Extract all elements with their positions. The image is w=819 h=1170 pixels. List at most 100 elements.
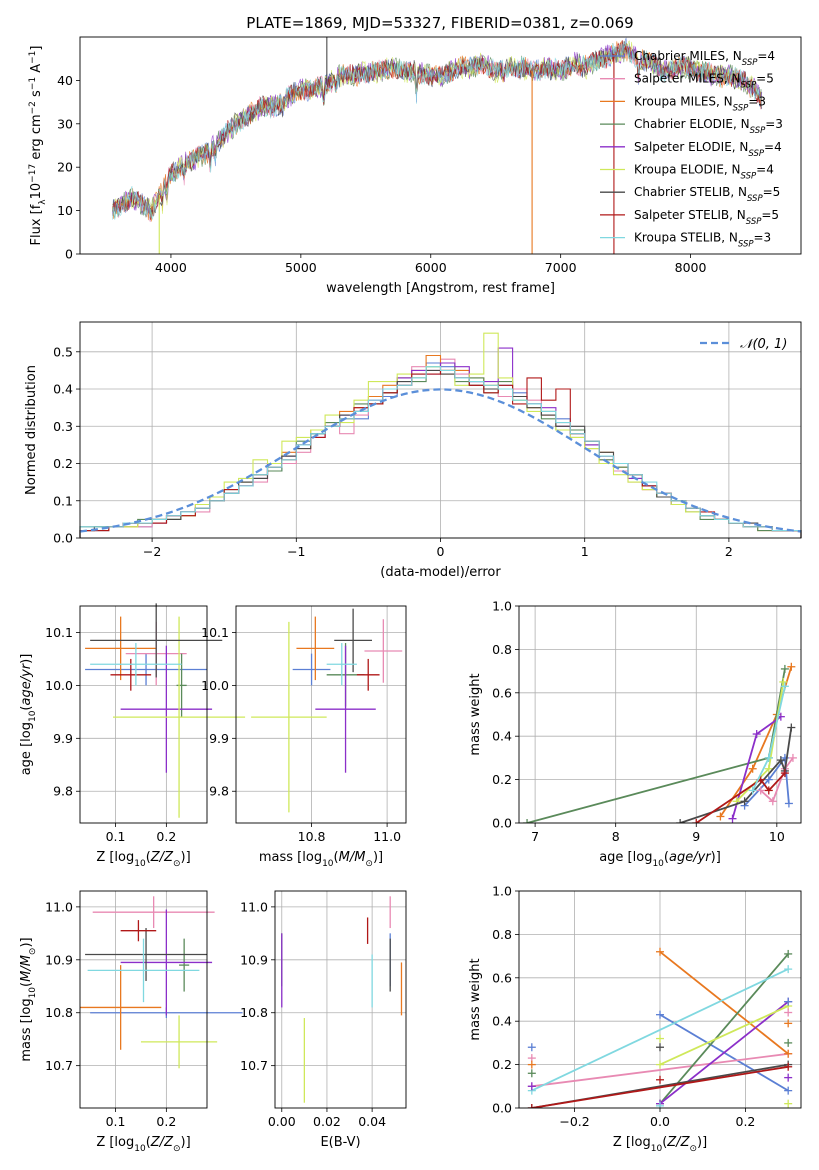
y-tick-label: 0.8 <box>492 927 512 942</box>
weight-line-kroupa_stelib <box>531 968 789 1092</box>
spectrum-kroupa_stelib <box>112 42 763 221</box>
weight-line-chabrier_elodie <box>659 953 789 1105</box>
x-tick-label: 11.0 <box>373 829 401 844</box>
y-tick-label: 0.0 <box>53 531 73 546</box>
x-tick-label: 2 <box>725 544 733 559</box>
frame-mass_weight_vs_age <box>518 605 802 824</box>
spectrum-lines <box>112 37 763 254</box>
axes-mass_vs_Z: 0.1 0.2 10.7 10.8 10.9 11.0 <box>45 891 207 1129</box>
y-tick-label: 1.0 <box>492 599 512 614</box>
axes-mass_weight_vs_Z: −0.2 0.0 0.2 0.0 0.2 0.4 0.6 0.8 1.0 <box>492 884 801 1129</box>
plots-layer: 4000 5000 6000 7000 8000010203040wavelength … <box>19 36 802 1154</box>
y-tick-label: 40 <box>57 73 73 88</box>
frame-mass_vs_EBV <box>274 890 407 1109</box>
spectrum-chabrier_stelib <box>112 40 763 218</box>
y-axis-label: Normed distribution <box>24 365 39 495</box>
x-tick-label: 7000 <box>545 260 577 275</box>
axes-spectrum: 4000 5000 6000 7000 8000 0 10 20 30 40 <box>57 73 706 275</box>
y-tick-label: 0.4 <box>53 382 73 397</box>
gaussian-curve <box>79 388 802 533</box>
y-tick-label: 9.9 <box>209 731 229 746</box>
errorbars-mass_vs_Z <box>80 896 243 1069</box>
legend-label: 𝒩(0, 1) <box>740 337 787 352</box>
spectrum-salpeter_stelib <box>112 39 763 221</box>
errorbars-age_vs_Z <box>85 603 246 818</box>
y-tick-label: 10.0 <box>45 678 73 693</box>
weight-line-salpeter_miles <box>760 757 794 803</box>
y-tick-label: 10.9 <box>45 952 73 967</box>
y-axis-label: mass weight <box>468 958 483 1040</box>
frame-mass_vs_Z <box>79 890 208 1109</box>
weight-line-salpeter_elodie <box>659 1000 789 1105</box>
y-axis-label: Flux [fλ10−17 erg cm−2 s−1 A−1] <box>28 46 48 246</box>
y-tick-label: 11.0 <box>45 899 73 914</box>
y-tick-label: 0.0 <box>492 1101 512 1116</box>
frame-age_vs_Z <box>79 605 208 824</box>
y-tick-label: 0.5 <box>53 344 73 359</box>
x-tick-label: 0.1 <box>106 829 126 844</box>
y-tick-label: 0.6 <box>492 685 512 700</box>
weight-line-salpeter_miles <box>531 1052 789 1088</box>
x-axis-label: Z [log10(Z/Z⊙)] <box>96 1135 190 1154</box>
frame-residuals <box>79 321 802 539</box>
x-axis-label: E(B-V) <box>320 1135 360 1150</box>
legend-label: Salpeter ELODIE, NSSP=4 <box>634 140 782 159</box>
weight-line-chabrier_miles <box>743 755 790 807</box>
x-tick-label: 1 <box>581 544 589 559</box>
y-axis-label: mass weight <box>468 673 483 755</box>
x-tick-label: 7 <box>531 829 539 844</box>
x-tick-label: −1 <box>287 544 305 559</box>
weights-mass_weight_vs_Z <box>527 947 793 1108</box>
axes-mass_vs_EBV: 0.00 0.02 0.04 10.7 10.8 10.9 11.0 <box>240 891 406 1129</box>
x-tick-label: 9 <box>692 829 700 844</box>
axes-age_vs_mass: 10.8 11.0 9.8 9.9 10.0 10.1 <box>201 606 406 844</box>
y-tick-label: 0.0 <box>492 816 512 831</box>
x-tick-label: −0.2 <box>559 1114 589 1129</box>
y-tick-label: 9.9 <box>53 731 73 746</box>
x-tick-label: 10 <box>769 829 785 844</box>
x-tick-label: 0.02 <box>313 1114 341 1129</box>
x-tick-label: 0 <box>437 544 445 559</box>
y-tick-label: 10.9 <box>240 952 268 967</box>
x-axis-label: (data-model)/error <box>380 565 501 580</box>
x-tick-label: 0.00 <box>268 1114 296 1129</box>
x-tick-label: 5000 <box>285 260 317 275</box>
figure-title: PLATE=1869, MJD=53327, FIBERID=0381, z=0… <box>246 14 633 32</box>
legend-label: Chabrier ELODIE, NSSP=3 <box>634 117 783 136</box>
legend-label: Salpeter MILES, NSSP=5 <box>634 72 774 91</box>
legend-label: Kroupa ELODIE, NSSP=4 <box>634 163 774 182</box>
y-axis-label: age [log10(age/yr)] <box>19 654 38 776</box>
y-tick-label: 10.1 <box>201 625 229 640</box>
weights-mass_weight_vs_age <box>523 662 797 823</box>
x-axis-label: Z [log10(Z/Z⊙)] <box>613 1135 707 1154</box>
y-tick-label: 30 <box>57 116 73 131</box>
frame-mass_weight_vs_Z <box>518 890 802 1109</box>
x-tick-label: 0.04 <box>358 1114 386 1129</box>
y-tick-label: 10.8 <box>45 1005 73 1020</box>
y-tick-label: 10.1 <box>45 625 73 640</box>
y-tick-label: 0 <box>65 247 73 262</box>
y-tick-label: 20 <box>57 160 73 175</box>
x-tick-label: 6000 <box>415 260 447 275</box>
legend-label: Salpeter STELIB, NSSP=5 <box>634 208 779 227</box>
axes-age_vs_Z: 0.1 0.2 9.8 9.9 10.0 10.1 <box>45 606 207 844</box>
hist-kroupa_stelib <box>79 366 802 538</box>
x-tick-label: 8000 <box>675 260 707 275</box>
y-tick-label: 0.4 <box>492 729 512 744</box>
y-tick-label: 10.7 <box>45 1058 73 1073</box>
x-tick-label: 0.2 <box>736 1114 756 1129</box>
y-tick-label: 0.2 <box>492 1057 512 1072</box>
y-tick-label: 10.8 <box>240 1005 268 1020</box>
x-tick-label: 10.8 <box>298 829 326 844</box>
legend-label: Chabrier STELIB, NSSP=5 <box>634 185 780 204</box>
y-tick-label: 10.7 <box>240 1058 268 1073</box>
legend-label: Kroupa MILES, NSSP=3 <box>634 94 766 113</box>
x-tick-label: 4000 <box>155 260 187 275</box>
x-tick-label: 0.2 <box>156 1114 176 1129</box>
x-axis-label: mass [log10(M/M⊙)] <box>259 850 383 869</box>
y-tick-label: 0.4 <box>492 1014 512 1029</box>
x-axis-label: Z [log10(Z/Z⊙)] <box>96 850 190 869</box>
frame-age_vs_mass <box>235 605 407 824</box>
y-tick-label: 0.2 <box>53 456 73 471</box>
